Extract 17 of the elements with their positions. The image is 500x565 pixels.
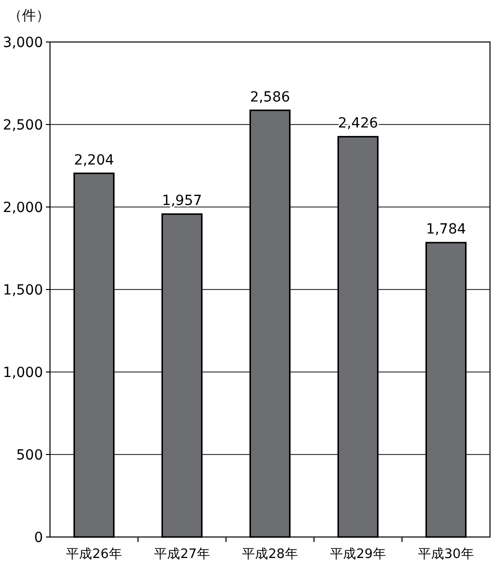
y-tick-label: 1,500	[2, 282, 43, 298]
y-axis-title: （件）	[8, 8, 50, 24]
y-tick-label: 2,500	[2, 118, 43, 134]
x-tick-label: 平成29年	[330, 547, 386, 562]
data-label: 1,957	[162, 193, 202, 210]
y-tick-label: 500	[16, 448, 43, 464]
y-tick-label: 1,000	[2, 365, 43, 381]
y-tick-label: 0	[34, 530, 43, 546]
data-label: 1,784	[426, 222, 466, 238]
data-label: 2,586	[250, 89, 290, 106]
x-tick-label: 平成26年	[66, 547, 122, 562]
x-tick-label: 平成27年	[154, 547, 210, 562]
data-label: 2,204	[74, 152, 114, 168]
y-tick-label: 3,000	[2, 35, 43, 51]
x-tick-label: 平成28年	[242, 547, 298, 562]
y-tick-label: 2,000	[2, 200, 43, 216]
x-tick-label: 平成30年	[418, 547, 474, 562]
